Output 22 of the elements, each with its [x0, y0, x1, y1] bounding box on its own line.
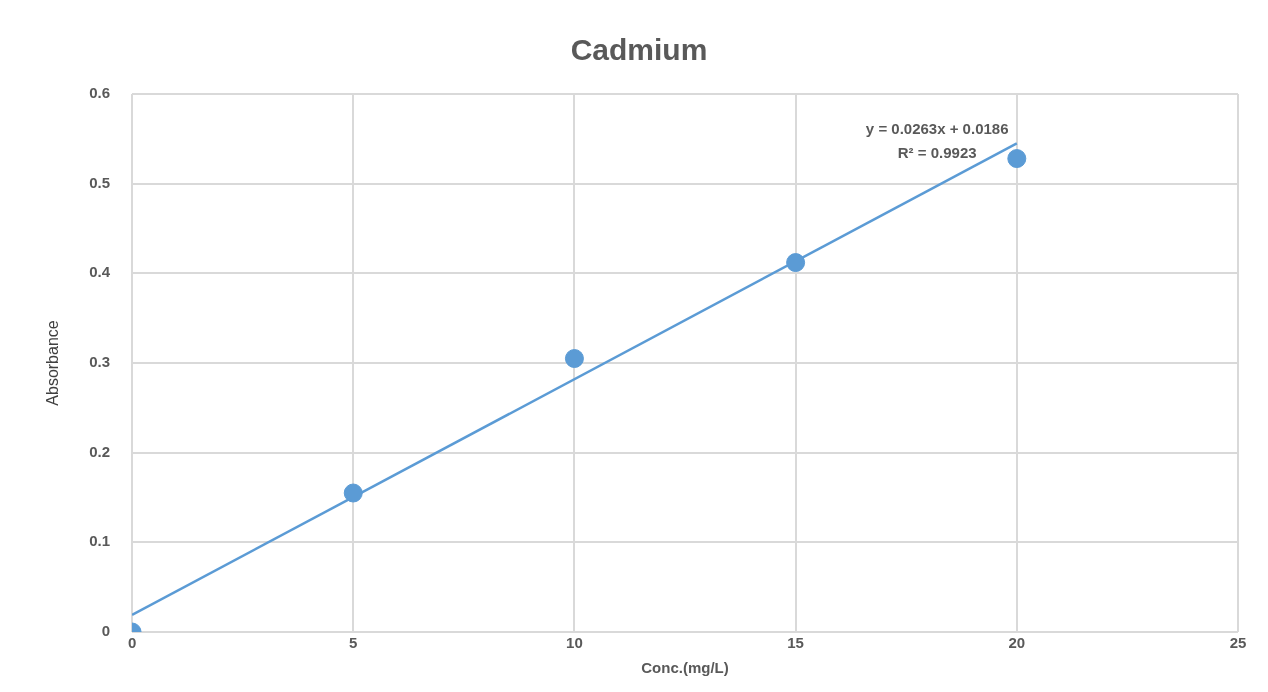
y-axis-title: Absorbance [44, 320, 62, 406]
point [564, 349, 584, 369]
x-tick-label: 25 [1229, 634, 1247, 652]
annotation: R² = 0.9923 [897, 144, 977, 162]
y-tick-label: 0.6 [89, 84, 111, 102]
y-tick-label: 0.5 [89, 173, 111, 191]
point [786, 253, 806, 273]
point [343, 483, 363, 503]
y-tick-label: 0.2 [89, 442, 111, 460]
y-tick-label: 0.4 [89, 263, 111, 281]
point [1007, 149, 1027, 169]
annotation: y = 0.0263x + 0.0186 [865, 120, 1009, 138]
y-tick-label: 0 [101, 622, 111, 640]
x-tick-label: 5 [349, 634, 358, 652]
x-tick-label: 15 [787, 634, 804, 652]
x-axis-title: Conc.(mg/L) [641, 659, 729, 677]
y-tick-label: 0.1 [89, 532, 111, 550]
chart-title: Cadmium [570, 33, 708, 67]
x-tick-label: 0 [127, 634, 137, 652]
x-tick-label: 10 [566, 634, 583, 652]
x-tick-label: 20 [1008, 634, 1026, 652]
y-tick-label: 0.3 [89, 353, 111, 371]
